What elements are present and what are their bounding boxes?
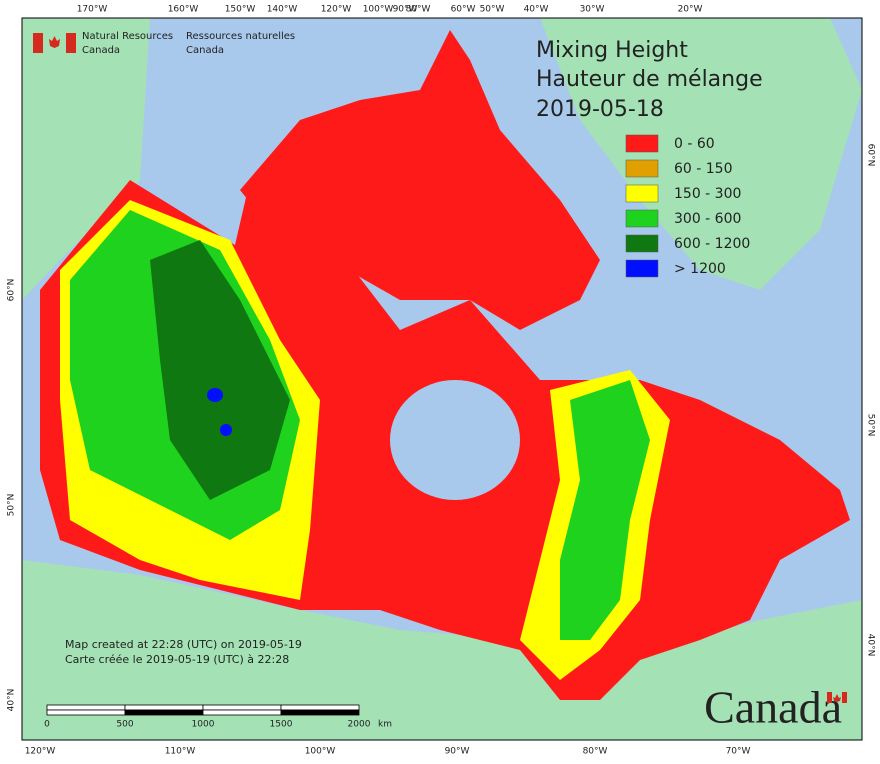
- lon-label: 140°W: [267, 5, 298, 15]
- scale-segment: [280, 704, 360, 711]
- credit: Canada: [186, 45, 224, 56]
- lat-label: 60°N: [7, 279, 17, 302]
- graticule-labels: 170°W 160°W 150°W 140°W 120°W 100°W 90°W80°W 60…: [7, 5, 876, 757]
- legend-label: 150 - 300: [674, 186, 741, 202]
- scale-segment: [202, 709, 282, 716]
- scale-segment: [202, 704, 282, 711]
- nrcan-logo: [33, 33, 76, 53]
- scale-label: 500: [116, 720, 133, 730]
- lon-label: 30°W: [580, 5, 605, 15]
- lon-label: 90°W: [393, 5, 418, 15]
- lon-label: 160°W: [168, 5, 199, 15]
- scale-segment: [124, 709, 204, 716]
- credit: Ressources naturelles: [186, 31, 295, 42]
- scale-segment: [46, 709, 126, 716]
- credit: Natural Resources: [82, 31, 173, 42]
- map-title: Hauteur de mélange: [536, 67, 763, 92]
- legend: 0 - 60 60 - 150 150 - 300 300 - 600 600 - 12…: [625, 134, 750, 278]
- scale-bar: 0 500 1000 1500 2000 km: [44, 704, 392, 730]
- scale-segment: [124, 704, 204, 711]
- legend-swatch: [625, 234, 659, 253]
- lon-label: 170°W: [77, 5, 108, 15]
- legend-label: 0 - 60: [674, 136, 715, 152]
- canada-land: [40, 30, 850, 700]
- lon-label: 110°W: [165, 747, 196, 757]
- legend-label: > 1200: [674, 261, 726, 277]
- note: Map created at 22:28 (UTC) on 2019-05-19: [65, 638, 302, 651]
- legend-label: 60 - 150: [674, 161, 733, 177]
- lon-label: 150°W: [225, 5, 256, 15]
- scale-label: 0: [44, 720, 50, 730]
- legend-swatch: [625, 134, 659, 153]
- map-frame: [21, 17, 863, 741]
- lon-label: 50°W: [480, 5, 505, 15]
- legend-swatch: [625, 209, 659, 228]
- wordmark-flag: [827, 692, 847, 703]
- lat-label: 60°N: [866, 144, 876, 167]
- scale-segment: [280, 709, 360, 716]
- lon-label: 120°W: [321, 5, 352, 15]
- legend-swatch: [625, 159, 659, 178]
- legend-label: 300 - 600: [674, 211, 741, 227]
- note: Carte créée le 2019-05-19 (UTC) à 22:28: [65, 653, 289, 666]
- lon-label: 100°W: [305, 747, 336, 757]
- lon-label: 60°W: [451, 5, 476, 15]
- map-title: Mixing Height: [536, 38, 688, 63]
- canada-wordmark: Canada: [704, 682, 842, 733]
- lat-label: 40°N: [866, 634, 876, 657]
- lat-label: 50°N: [7, 494, 17, 517]
- legend-label: 600 - 1200: [674, 236, 750, 252]
- lon-label: 20°W: [678, 5, 703, 15]
- scale-label: 2000: [348, 720, 371, 730]
- lat-label: 40°N: [7, 689, 17, 712]
- lon-label: 40°W: [524, 5, 549, 15]
- lon-label: 80°W: [583, 747, 608, 757]
- legend-swatch: [625, 259, 659, 278]
- scale-label: 1500: [270, 720, 293, 730]
- lon-label: 100°W: [363, 5, 394, 15]
- lon-label: 70°W: [726, 747, 751, 757]
- lat-label: 50°N: [866, 414, 876, 437]
- scale-unit: km: [378, 720, 392, 730]
- legend-swatch: [625, 184, 659, 203]
- lon-label: 80°W: [406, 5, 431, 15]
- credit: Canada: [82, 45, 120, 56]
- lon-label: 90°W: [445, 747, 470, 757]
- lon-label: 120°W: [25, 747, 56, 757]
- scale-label: 1000: [192, 720, 215, 730]
- scale-segment: [46, 704, 126, 711]
- map-title: 2019-05-18: [536, 97, 664, 122]
- other-land: [22, 18, 862, 740]
